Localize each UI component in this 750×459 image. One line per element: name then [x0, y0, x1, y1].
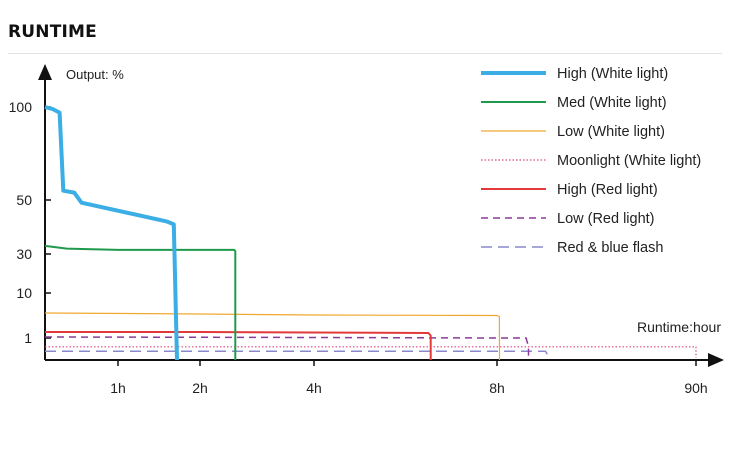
series-line-1	[44, 244, 237, 360]
series-line-6	[45, 350, 549, 360]
y-tick-label: 30	[16, 246, 32, 262]
legend-label: Moonlight (White light)	[557, 153, 701, 169]
x-tick-label: 1h	[110, 380, 126, 396]
y-axis-arrow	[38, 64, 52, 80]
x-tick-label: 2h	[192, 380, 208, 396]
legend-label: Med (White light)	[557, 95, 667, 111]
legend-label: Red & blue flash	[557, 240, 663, 256]
legend-label: Low (Red light)	[557, 211, 655, 227]
x-tick-label: 8h	[489, 380, 505, 396]
y-tick-label: 50	[16, 192, 32, 208]
x-ticks: 1h 2h 4h 8h 90h	[110, 360, 708, 396]
axes	[38, 64, 724, 367]
x-tick-label: 4h	[306, 380, 322, 396]
y-axis-label: Output: %	[66, 67, 124, 82]
y-tick-label: 1	[24, 330, 32, 346]
series-line-4	[45, 331, 432, 360]
series-line-3	[45, 346, 697, 358]
legend: High (White light) Med (White light) Low (…	[481, 66, 701, 256]
series-line-5	[44, 336, 530, 360]
series-layer	[44, 105, 697, 361]
series-line-0	[44, 105, 179, 361]
title-divider	[8, 53, 722, 54]
legend-label: High (White light)	[557, 66, 668, 82]
legend-label: High (Red light)	[557, 182, 658, 198]
legend-label: Low (White light)	[557, 124, 665, 140]
y-tick-label: 10	[16, 285, 32, 301]
x-axis-label: Runtime:hour	[637, 319, 721, 335]
x-tick-label: 90h	[684, 380, 707, 396]
section-title: RUNTIME	[8, 22, 97, 42]
x-axis-arrow	[708, 353, 724, 367]
y-ticks: 100 50 30 10 1	[9, 99, 51, 346]
y-tick-label: 100	[9, 99, 33, 115]
